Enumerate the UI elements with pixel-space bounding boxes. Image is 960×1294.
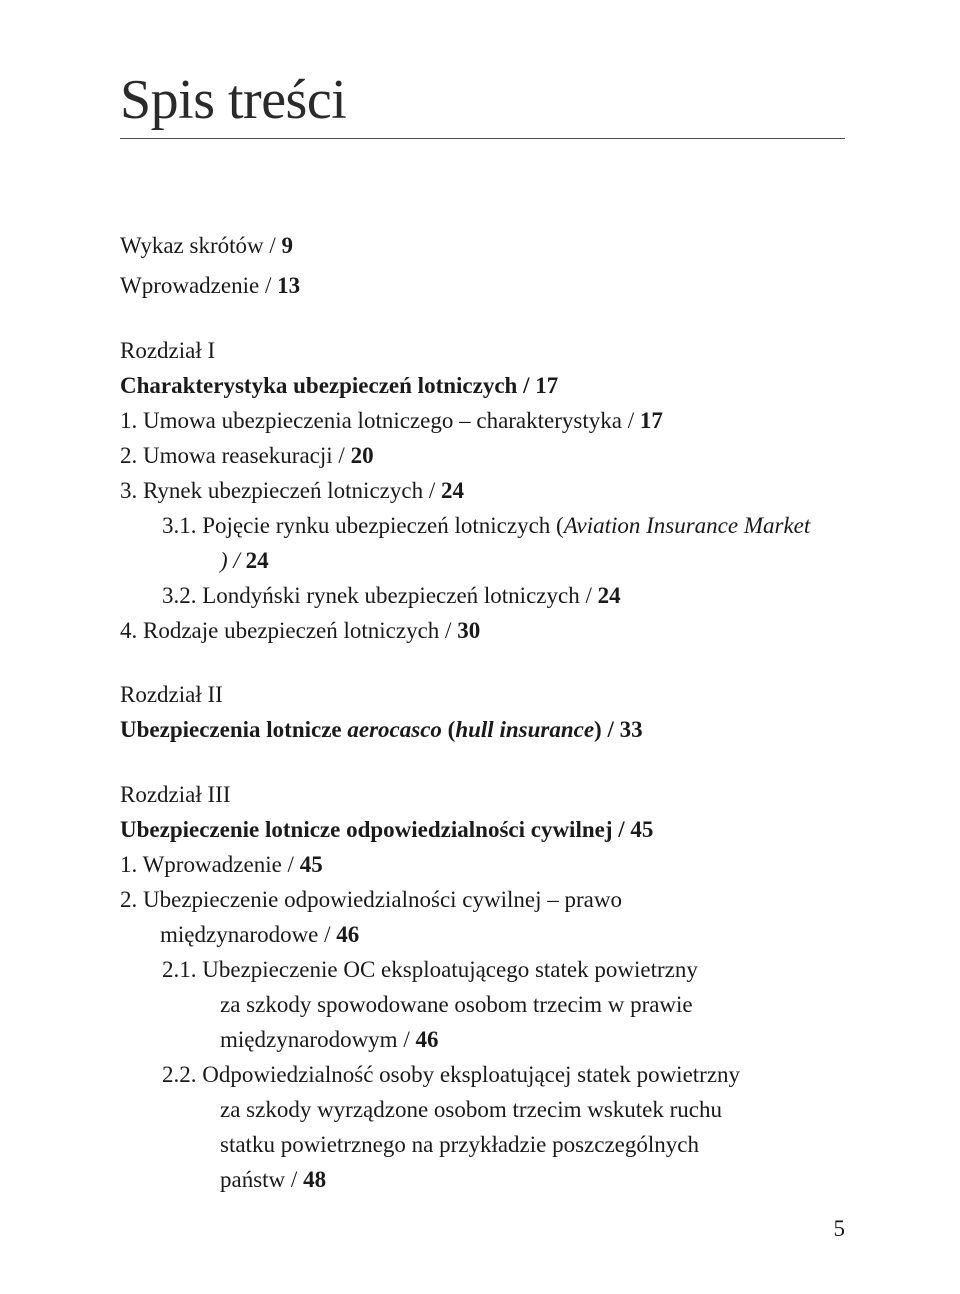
entry-page: 17 <box>535 373 558 398</box>
entry-page: 24 <box>246 548 269 573</box>
entry-text: Rodzaje ubezpieczeń lotniczych / <box>143 618 457 643</box>
entry-text: Odpowiedzialność osoby eksploatującej st… <box>202 1062 740 1087</box>
entry-page: 13 <box>277 273 300 298</box>
entry-text: Ubezpieczenia lotnicze <box>120 717 347 742</box>
entry-text: Ubezpieczenie OC eksploatującego statek … <box>202 957 698 982</box>
page-title: Spis treści <box>120 68 845 139</box>
entry-text: Pojęcie rynku ubezpieczeń lotniczych ( <box>202 513 563 538</box>
entry-page: 24 <box>598 583 621 608</box>
entry-text: za szkody wyrządzone osobom trzecim wsku… <box>220 1097 722 1122</box>
toc-entry: 2.1. Ubezpieczenie OC eksploatującego st… <box>120 953 845 988</box>
toc-entry: 3.1. Pojęcie rynku ubezpieczeń lotniczyc… <box>120 509 845 544</box>
entry-text-italic: aerocasco <box>347 717 447 742</box>
entry-num: 2. <box>120 443 143 468</box>
entry-num: 2. <box>120 887 143 912</box>
entry-text-italic: hull insurance <box>455 717 594 742</box>
toc-entry: 3. Rynek ubezpieczeń lotniczych / 24 <box>120 474 845 509</box>
entry-num: 1. <box>120 852 143 877</box>
entry-page: 48 <box>303 1167 326 1192</box>
entry-num: 3.2. <box>162 583 202 608</box>
entry-text: Wprowadzenie / <box>120 273 277 298</box>
entry-text: Umowa ubezpieczenia lotniczego – charakt… <box>143 408 640 433</box>
toc-entry: 1. Wprowadzenie / 45 <box>120 848 845 883</box>
entry-page: 46 <box>336 922 359 947</box>
toc-entry: 2.2. Odpowiedzialność osoby eksploatując… <box>120 1058 845 1093</box>
toc-entry: 1. Umowa ubezpieczenia lotniczego – char… <box>120 404 845 439</box>
toc-entry: 2. Ubezpieczenie odpowiedzialności cywil… <box>120 883 845 918</box>
entry-num: 3.1. <box>162 513 202 538</box>
entry-text: międzynarodowe / <box>160 922 336 947</box>
entry-text-italic: Aviation Insurance Market <box>564 513 811 538</box>
chapter-title: Ubezpieczenie lotnicze odpowiedzialności… <box>120 813 845 848</box>
entry-num: 4. <box>120 618 143 643</box>
chapter-label: Rozdział I <box>120 334 845 369</box>
entry-page: 33 <box>620 717 643 742</box>
entry-text: Ubezpieczenie lotnicze odpowiedzialności… <box>120 817 630 842</box>
entry-text-italic: ) / <box>220 548 246 573</box>
entry-num: 2.2. <box>162 1062 202 1087</box>
toc-entry: 2. Umowa reasekuracji / 20 <box>120 439 845 474</box>
entry-text: Wprowadzenie / <box>143 852 300 877</box>
chapter-title: Ubezpieczenia lotnicze aerocasco (hull i… <box>120 713 845 748</box>
entry-page: 20 <box>351 443 374 468</box>
entry-text: Umowa reasekuracji / <box>143 443 351 468</box>
entry-text: Charakterystyka ubezpieczeń lotniczych / <box>120 373 535 398</box>
toc-entry: Wykaz skrótów / 9 <box>120 229 845 264</box>
entry-text: państw / <box>220 1167 303 1192</box>
entry-num: 3. <box>120 478 143 503</box>
entry-page: 45 <box>630 817 653 842</box>
toc-entry: 3.2. Londyński rynek ubezpieczeń lotnicz… <box>120 579 845 614</box>
entry-text: Wykaz skrótów / <box>120 233 282 258</box>
toc-entry-cont: państw / 48 <box>120 1163 845 1198</box>
entry-page: 9 <box>282 233 294 258</box>
toc-entry-cont: za szkody spowodowane osobom trzecim w p… <box>120 988 845 1023</box>
entry-page: 30 <box>457 618 480 643</box>
toc-entry-cont: ) / 24 <box>120 544 845 579</box>
entry-page: 17 <box>640 408 663 433</box>
toc-entry: Wprowadzenie / 13 <box>120 269 845 304</box>
entry-text: Londyński rynek ubezpieczeń lotniczych / <box>202 583 597 608</box>
entry-text: Rynek ubezpieczeń lotniczych / <box>143 478 441 503</box>
entry-page: 45 <box>300 852 323 877</box>
toc-entry-cont: statku powietrznego na przykładzie poszc… <box>120 1128 845 1163</box>
entry-text: Ubezpieczenie odpowiedzialności cywilnej… <box>143 887 622 912</box>
chapter-label: Rozdział III <box>120 778 845 813</box>
toc-entry-cont: międzynarodowym / 46 <box>120 1023 845 1058</box>
entry-text: za szkody spowodowane osobom trzecim w p… <box>220 992 693 1017</box>
toc-entry-cont: międzynarodowe / 46 <box>120 918 845 953</box>
page-number: 5 <box>834 1216 846 1242</box>
toc-entry: 4. Rodzaje ubezpieczeń lotniczych / 30 <box>120 614 845 649</box>
entry-text: międzynarodowym / <box>220 1027 415 1052</box>
chapter-label: Rozdział II <box>120 678 845 713</box>
entry-num: 1. <box>120 408 143 433</box>
page-content: Spis treści Wykaz skrótów / 9 Wprowadzen… <box>0 0 960 1198</box>
entry-num: 2.1. <box>162 957 202 982</box>
entry-page: 46 <box>415 1027 438 1052</box>
entry-text: ) / <box>594 717 620 742</box>
entry-page: 24 <box>441 478 464 503</box>
chapter-title: Charakterystyka ubezpieczeń lotniczych /… <box>120 369 845 404</box>
toc-entry-cont: za szkody wyrządzone osobom trzecim wsku… <box>120 1093 845 1128</box>
entry-text: statku powietrznego na przykładzie poszc… <box>220 1132 699 1157</box>
